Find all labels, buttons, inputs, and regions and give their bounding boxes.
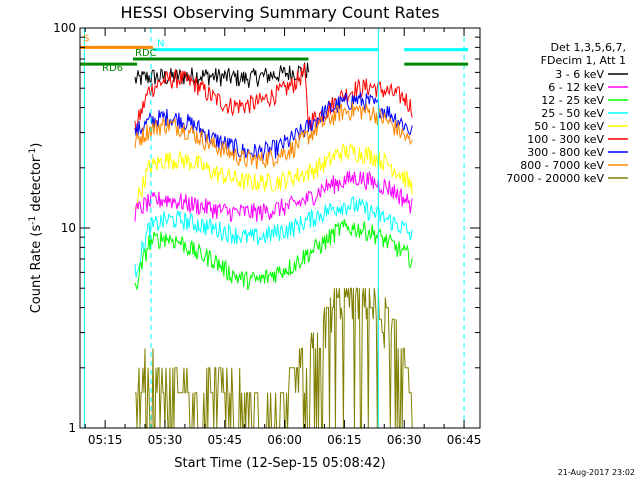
legend: Det 1,3,5,6,7,FDecim 1, Att 13 - 6 keV6 … [506, 41, 628, 185]
series-line-1 [134, 63, 413, 133]
y-axis-label-sup1: -1 [28, 216, 38, 225]
x-tick-label: 05:45 [207, 433, 242, 447]
x-tick-label: 06:45 [447, 433, 482, 447]
legend-entry-label: 100 - 300 keV [527, 133, 604, 146]
flag-label-s: S [83, 33, 89, 44]
y-axis-label: Count Rate (s-1 detector-1) [28, 143, 44, 314]
series-line-5 [134, 170, 413, 223]
y-axis-label-mid: detector [29, 156, 44, 216]
x-tick-label: 06:00 [267, 433, 302, 447]
legend-entry-label: 7000 - 20000 keV [506, 172, 604, 185]
legend-entry-label: 50 - 100 keV [534, 120, 604, 133]
legend-header-1: Det 1,3,5,6,7, [550, 41, 626, 54]
series-line-3 [134, 101, 413, 170]
legend-entry-label: 800 - 7000 keV [520, 159, 604, 172]
chart-title: HESSI Observing Summary Count Rates [120, 3, 439, 22]
flag-label-rdc: RDC [135, 48, 157, 59]
axes: 05:15 05:30 05:45 06:00 06:15 06:30 06:45 1 10 10… [53, 21, 481, 447]
y-axis-label-main: Count Rate (s [29, 225, 44, 314]
legend-entry-label: 25 - 50 keV [541, 107, 604, 120]
y-axis-label-end: ) [29, 143, 44, 148]
series-line-2 [134, 92, 413, 162]
legend-entry-label: 12 - 25 keV [541, 94, 604, 107]
y-tick-label: 1 [68, 421, 76, 435]
series-line-0 [134, 62, 309, 88]
series-line-4 [134, 142, 413, 211]
x-tick-label: 06:30 [387, 433, 422, 447]
x-tick-label: 05:30 [148, 433, 183, 447]
series-line-6 [134, 196, 413, 278]
y-tick-label: 100 [53, 21, 76, 35]
series-line-7 [134, 219, 413, 291]
series-line-8 [135, 287, 413, 429]
y-axis-label-sup2: -1 [28, 148, 38, 157]
y-tick-label: 10 [61, 221, 76, 235]
x-tick-label: 05:15 [88, 433, 123, 447]
footer-date: 21-Aug-2017 23:02 [558, 468, 635, 477]
x-tick-label: 06:15 [327, 433, 362, 447]
legend-entry-label: 3 - 6 keV [555, 68, 604, 81]
plot-frame [79, 27, 481, 429]
flag-label-n: N [157, 39, 164, 50]
flag-label-rd6: RD6 [102, 63, 123, 74]
legend-entry-label: 300 - 800 keV [527, 146, 604, 159]
x-axis-label: Start Time (12-Sep-15 05:08:42) [174, 456, 385, 471]
legend-entry-label: 6 - 12 keV [548, 81, 604, 94]
legend-header-2: FDecim 1, Att 1 [541, 54, 626, 67]
